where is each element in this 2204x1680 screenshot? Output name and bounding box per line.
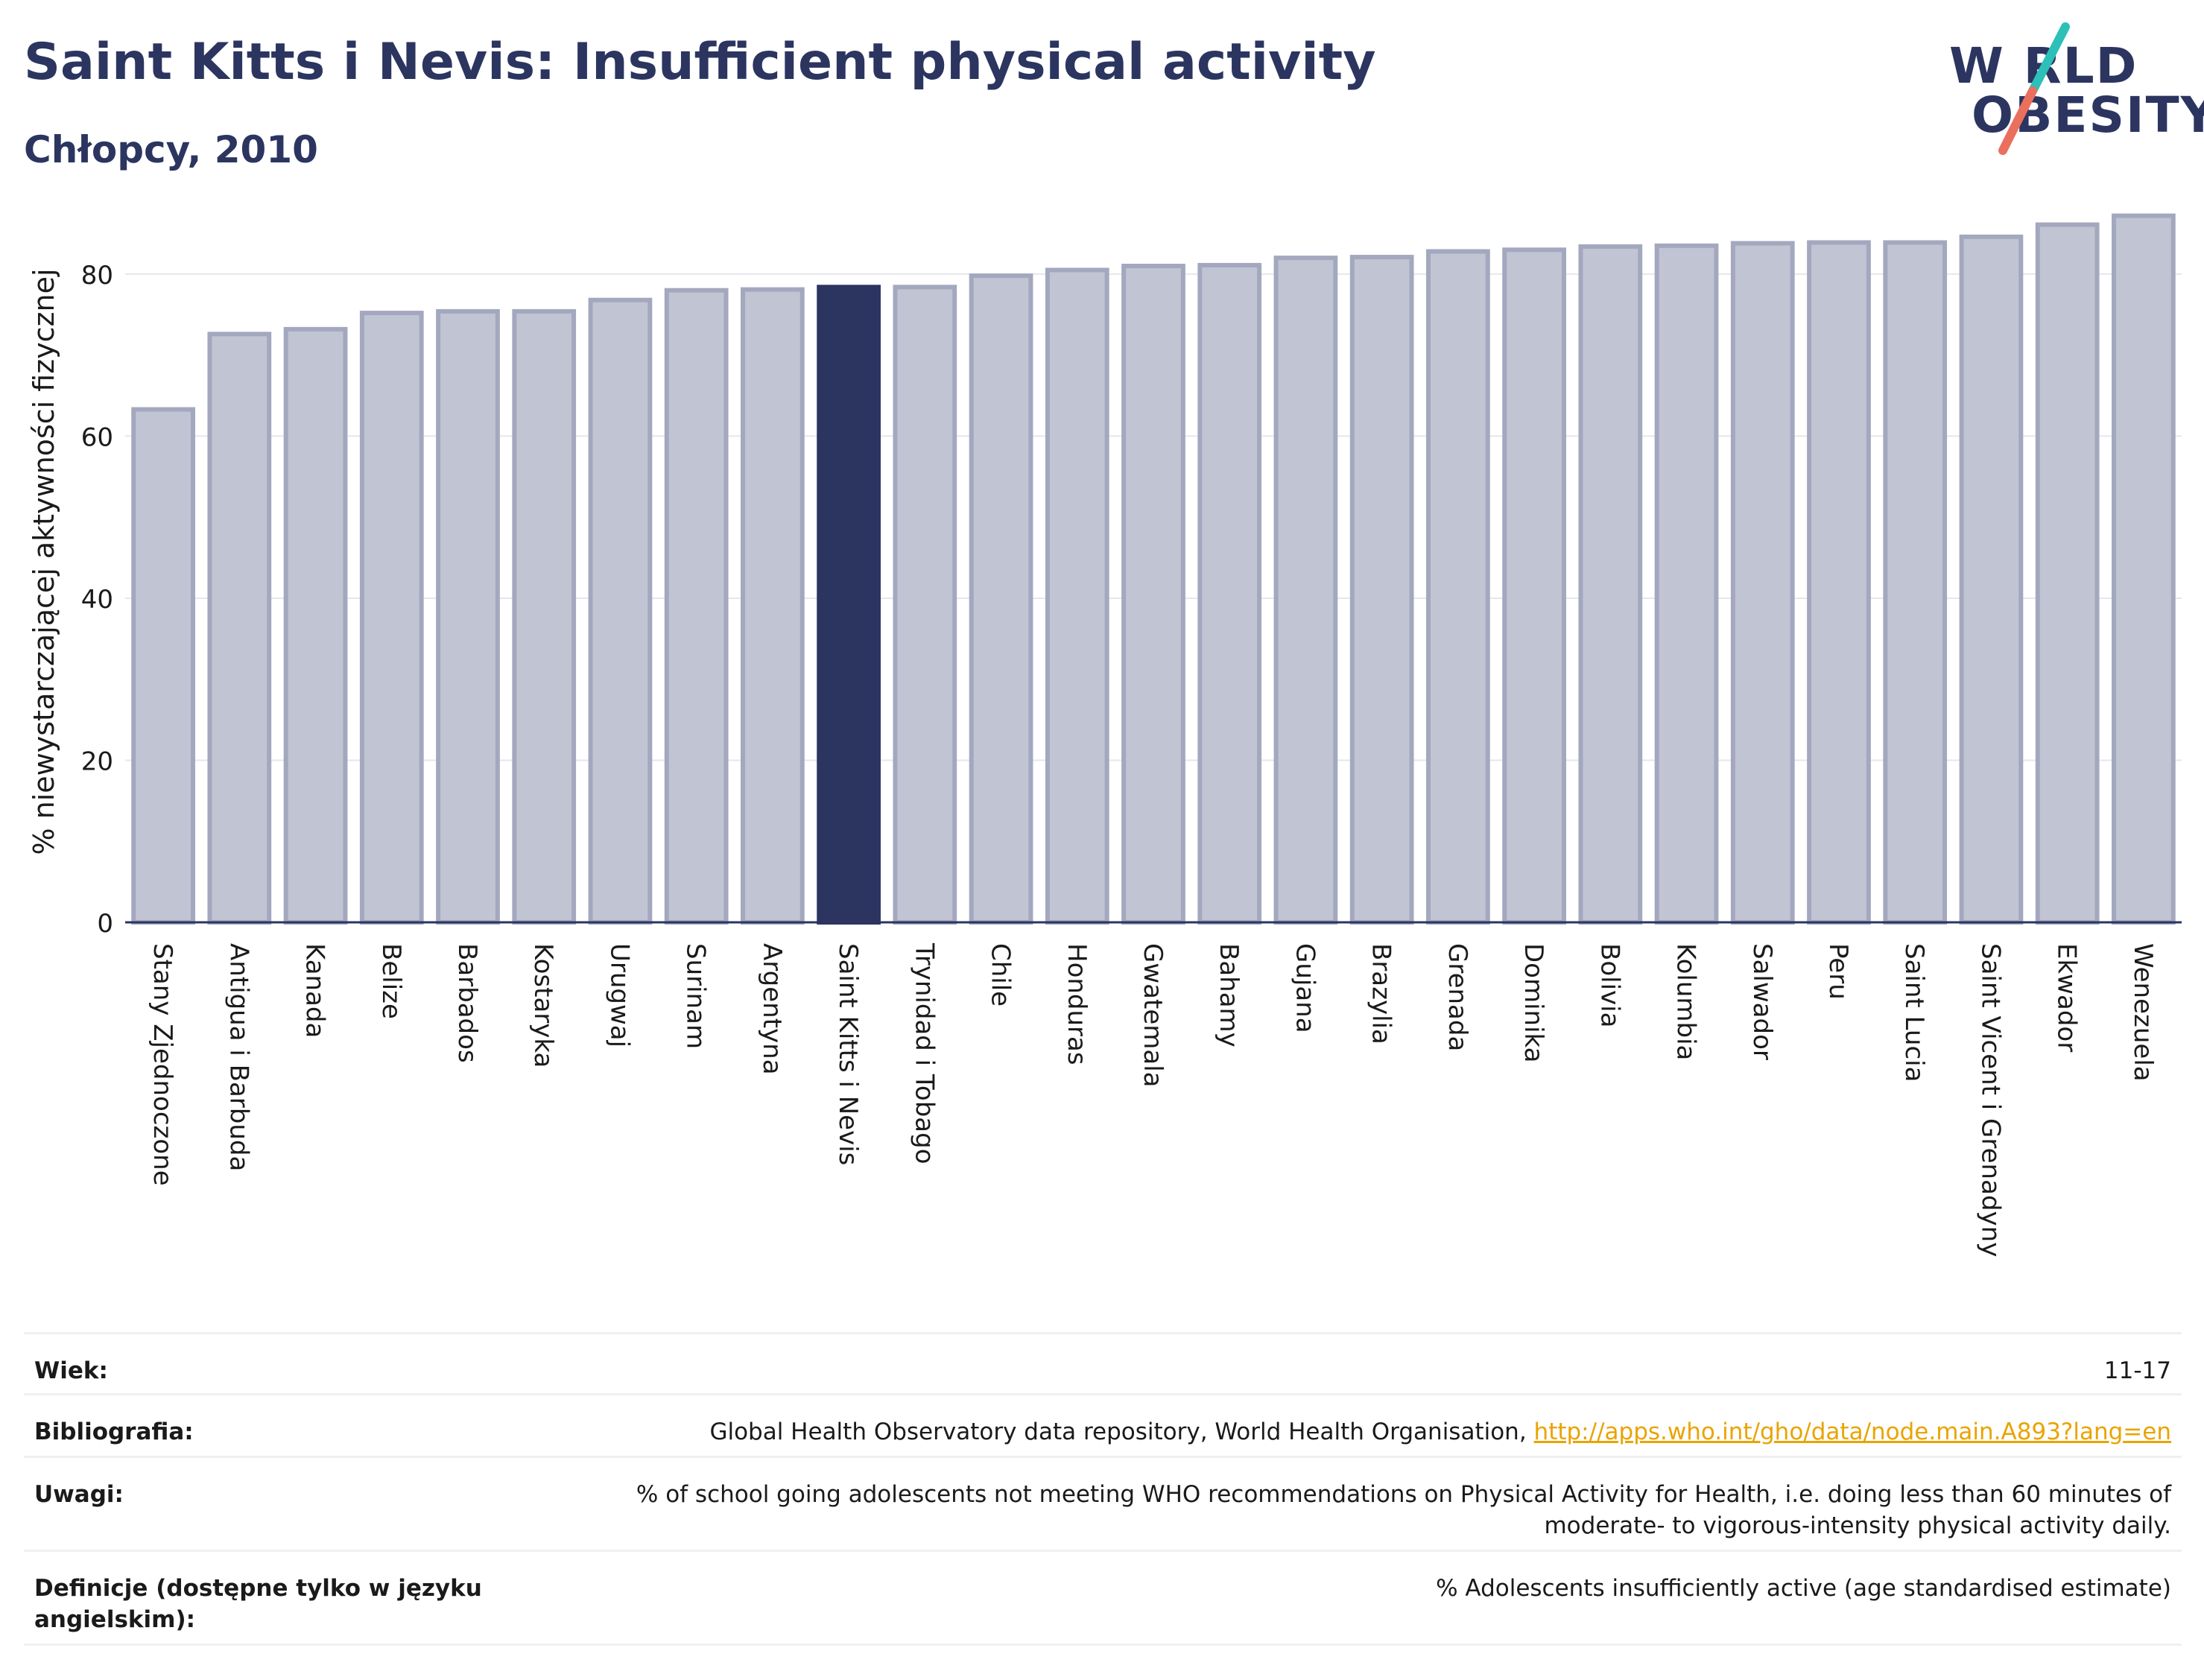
footer-row-definitions: Definicje (dostępne tylko w języku angie… [24,1552,2182,1646]
footer-value-age: 11-17 [2103,1357,2171,1384]
footer-value-definitions: % Adolescents insufficiently active (age… [1436,1575,2171,1602]
x-tick-label: Argentyna [757,943,787,1075]
x-tick-label: Chile [986,943,1016,1007]
x-tick-label: Stany Zjednoczone [148,943,177,1186]
bar [1883,240,1948,925]
y-tick-label: 20 [81,747,113,776]
bar-highlighted [817,285,881,925]
x-tick-label: Antigua i Barbuda [224,943,253,1171]
bar [359,311,424,925]
x-tick-label: Grenada [1443,943,1472,1051]
bar [2035,222,2100,925]
bar [2112,213,2176,925]
bar [1578,244,1643,925]
bar [436,308,500,925]
y-tick-label: 60 [81,422,113,452]
x-tick-label: Barbados [452,943,482,1063]
world-obesity-logo: W RLD OBESITY [1937,22,2204,156]
x-tick-label: Kostaryka [528,943,558,1068]
footer-value-notes: % of school going adolescents not meetin… [636,1481,2171,1539]
x-tick-label: Brazylia [1367,943,1396,1045]
x-tick-label: Trynidad i Tobago [909,942,939,1164]
x-tick-label: Ekwador [2052,943,2082,1052]
page-subtitle: Chłopcy, 2010 [24,128,318,171]
x-tick-label: Belize [376,943,406,1019]
bar [1807,240,1871,925]
bar [207,332,272,925]
footer-label-definitions: Definicje (dostępne tylko w języku angie… [34,1575,482,1633]
x-tick-label: Saint Kitts i Nevis [833,943,863,1165]
bar [969,273,1033,925]
logo-slash-icon [1998,22,2070,155]
bar [664,288,729,925]
x-tick-label: Kolumbia [1671,943,1701,1060]
bar [1197,262,1262,925]
bar [1349,255,1414,925]
logo-slash-bottom [1998,86,2037,155]
bar [512,308,577,925]
y-tick-label: 40 [81,585,113,615]
y-tick-label: 0 [97,909,113,939]
footer-row-bibliography: Bibliografia: Global Health Observatory … [24,1395,2182,1458]
page-title: Saint Kitts i Nevis: Insufficient physic… [24,33,1376,92]
x-tick-label: Surinam [681,943,711,1049]
x-tick-label: Bolivia [1595,943,1624,1027]
bar [283,326,348,925]
x-tick-label: Peru [1823,943,1853,1000]
x-tick-label: Honduras [1062,943,1092,1065]
x-tick-label: Salwador [1747,943,1777,1060]
x-tick-label: Wenezuela [2128,943,2158,1082]
bar [1273,256,1338,925]
bar [1959,234,2024,925]
bar [1045,267,1109,925]
bar [741,287,805,925]
bar [1730,241,1795,925]
footer-value-bibliography: Global Health Observatory data repositor… [709,1416,2171,1448]
y-axis-label: % niewystarczającej aktywności fizycznej [28,268,60,855]
bar [1502,247,1566,925]
bar-chart: 0 20 40 60 80 % niewystarczającej aktywności … [28,213,2182,1257]
footer-label-bibliography: Bibliografia: [34,1419,194,1445]
bar [1654,243,1719,925]
logo-slash-top [2028,22,2070,95]
x-tick-label: Urugwaj [604,943,634,1047]
x-tick-label: Bahamy [1214,943,1244,1047]
bibliography-text: Global Health Observatory data repositor… [709,1419,1534,1445]
bar [588,297,653,925]
footer-row-notes: Uwagi: % of school going adolescents not… [24,1458,2182,1552]
x-tick-label: Saint Lucia [1899,943,1929,1082]
x-tick-label: Dominika [1519,943,1548,1062]
bibliography-link[interactable]: http://apps.who.int/gho/data/node.main.A… [1533,1419,2171,1445]
x-tick-label: Gujana [1290,943,1320,1033]
bar [1121,264,1185,925]
x-tick-label: Kanada [300,943,330,1038]
footer-row-age: Wiek: 11-17 [24,1334,2182,1395]
x-tick-label: Gwatemala [1138,943,1168,1087]
footer-label-age: Wiek: [34,1357,108,1384]
y-tick-label: 80 [81,261,113,291]
footer-label-notes: Uwagi: [34,1481,124,1508]
bar [1426,249,1490,925]
info-table: Wiek: 11-17 Bibliografia: Global Health … [24,1332,2182,1646]
bar [893,285,957,925]
x-tick-label: Saint Vicent i Grenadyny [1975,943,2005,1257]
bar [131,407,195,925]
